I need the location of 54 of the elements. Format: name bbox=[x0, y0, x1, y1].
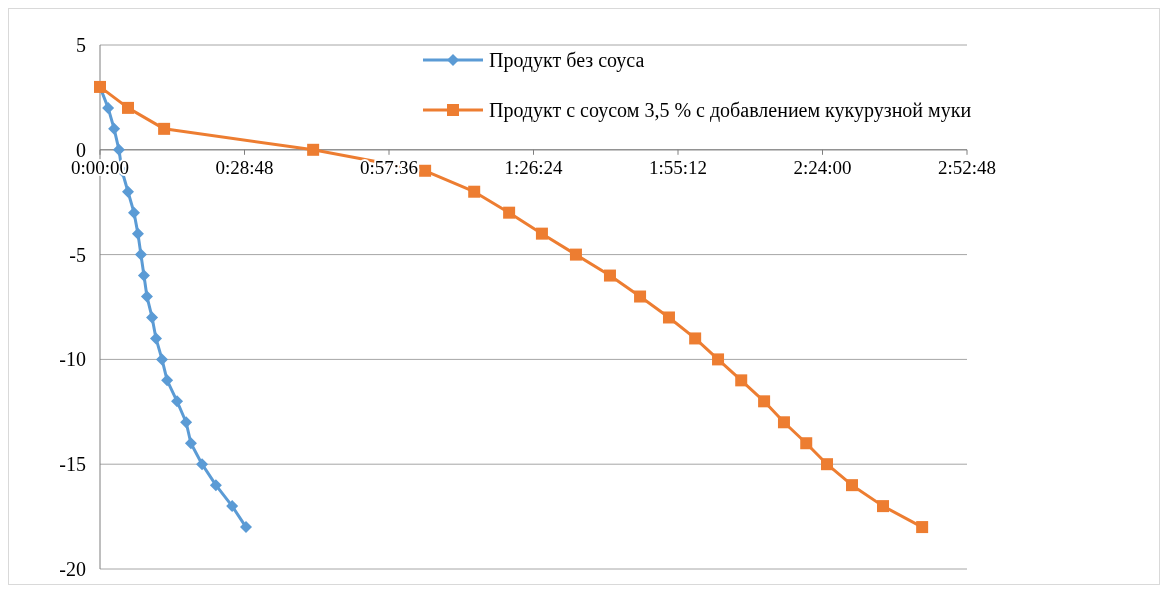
point bbox=[240, 521, 253, 534]
point bbox=[149, 332, 162, 345]
point bbox=[134, 248, 147, 261]
point bbox=[112, 143, 125, 156]
point bbox=[122, 101, 134, 114]
point bbox=[468, 185, 481, 198]
x-tick-label: 0:28:48 bbox=[215, 156, 274, 178]
point bbox=[180, 416, 193, 429]
y-tick-label: 5 bbox=[76, 34, 86, 56]
point bbox=[535, 227, 548, 240]
point bbox=[108, 122, 121, 135]
point bbox=[128, 206, 141, 219]
point bbox=[156, 353, 169, 366]
point bbox=[662, 311, 675, 324]
x-tick-label: 2:52:48 bbox=[937, 156, 997, 178]
point bbox=[137, 269, 150, 282]
point bbox=[102, 101, 115, 114]
point bbox=[419, 164, 432, 177]
point bbox=[821, 458, 834, 471]
point bbox=[712, 353, 725, 366]
point bbox=[158, 122, 171, 135]
point bbox=[735, 374, 748, 387]
point bbox=[689, 332, 702, 345]
point bbox=[209, 479, 222, 492]
point bbox=[184, 437, 197, 450]
point bbox=[226, 500, 239, 513]
x-tick-label: 1:55:12 bbox=[648, 156, 708, 178]
x-tick-label: 2:24:00 bbox=[793, 156, 852, 178]
point bbox=[569, 248, 582, 261]
point bbox=[131, 227, 144, 240]
y-tick-label: 0 bbox=[76, 138, 86, 161]
point bbox=[171, 395, 184, 408]
y-tick-label: -10 bbox=[59, 348, 86, 371]
point bbox=[503, 206, 516, 219]
x-tick-label: 1:26:24 bbox=[504, 156, 564, 178]
point bbox=[196, 458, 209, 471]
point bbox=[122, 185, 134, 198]
y-tick-label: -15 bbox=[59, 453, 86, 476]
point bbox=[634, 290, 647, 303]
point bbox=[603, 269, 616, 282]
point bbox=[161, 374, 174, 387]
legend-label: Продукт с соусом 3,5 % с добавлением кукурузной муки bbox=[489, 99, 972, 122]
y-tick-label: -20 bbox=[59, 558, 86, 580]
point bbox=[146, 311, 159, 324]
point bbox=[846, 479, 858, 492]
y-tick-label: -5 bbox=[69, 243, 86, 266]
point bbox=[777, 416, 790, 429]
legend-label: Продукт без соуса bbox=[489, 49, 645, 72]
point bbox=[916, 521, 929, 534]
point bbox=[758, 395, 771, 408]
point bbox=[877, 500, 890, 513]
point bbox=[307, 143, 320, 156]
point bbox=[140, 290, 153, 303]
point bbox=[800, 437, 813, 450]
